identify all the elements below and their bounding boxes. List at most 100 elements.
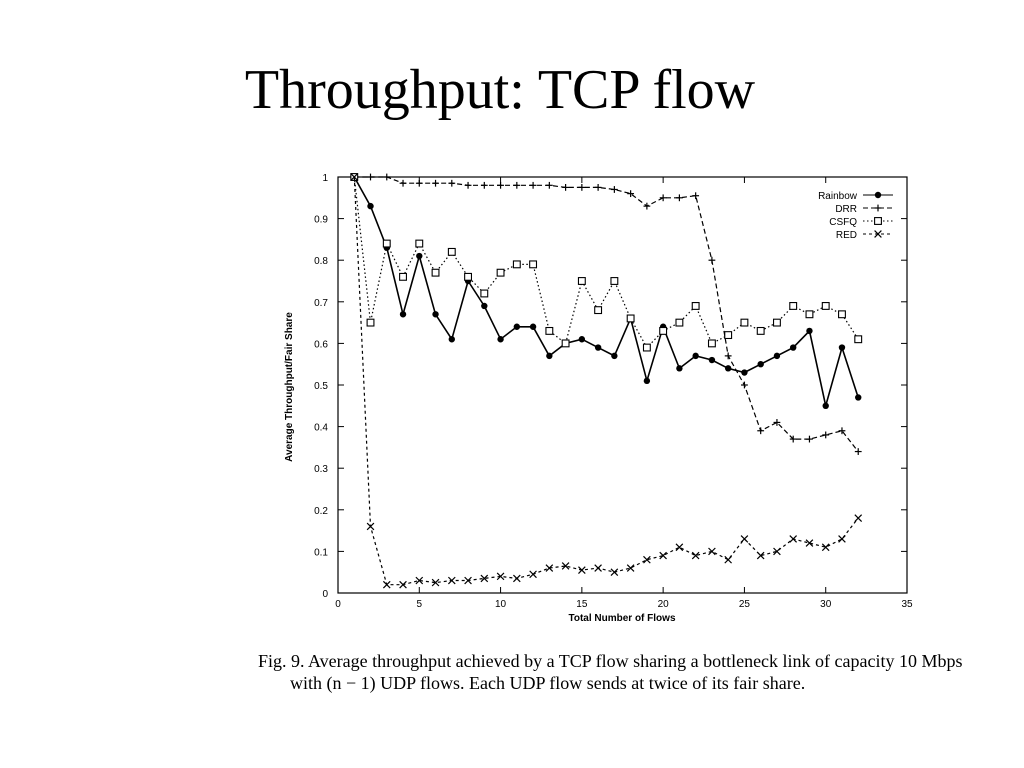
data-point-drr	[578, 184, 586, 191]
y-tick-label: 0.8	[314, 256, 328, 267]
data-point-rainbow	[497, 336, 504, 343]
y-tick-label: 0.1	[314, 547, 328, 558]
data-point-rainbow	[448, 336, 455, 343]
data-point-rainbow	[708, 356, 716, 364]
data-point-drr	[497, 181, 504, 189]
y-tick-label: 1	[322, 173, 328, 184]
data-point-csfq	[854, 335, 863, 344]
x-tick-label: 10	[495, 599, 507, 610]
y-tick-label: 0.3	[314, 464, 328, 475]
data-point-rainbow	[513, 323, 521, 330]
data-point-red	[431, 578, 440, 587]
data-point-rainbow	[546, 352, 553, 360]
data-point-csfq	[642, 343, 651, 352]
legend-label-csfq: CSFQ	[829, 217, 857, 228]
data-point-rainbow	[757, 361, 764, 368]
data-point-rainbow	[790, 344, 797, 351]
data-point-rainbow	[741, 369, 748, 376]
data-point-rainbow	[773, 352, 781, 360]
data-point-rainbow	[432, 311, 439, 318]
y-tick-label: 0	[322, 589, 328, 600]
y-tick-label: 0.5	[314, 381, 328, 392]
data-point-red	[464, 576, 472, 585]
data-point-csfq	[626, 314, 635, 323]
slide-title: Throughput: TCP flow	[244, 59, 756, 121]
data-point-csfq	[740, 318, 749, 327]
data-point-csfq	[382, 239, 391, 248]
data-point-red	[382, 580, 391, 589]
data-point-drr	[545, 181, 553, 189]
data-point-csfq	[756, 326, 765, 335]
data-point-csfq	[577, 277, 586, 285]
data-point-csfq	[821, 302, 830, 310]
data-point-csfq	[610, 277, 619, 285]
data-point-csfq	[431, 268, 440, 277]
data-point-red	[773, 547, 781, 556]
data-point-rainbow	[692, 352, 699, 360]
data-point-red	[561, 562, 570, 570]
series-drr	[350, 173, 862, 455]
x-tick-label: 0	[335, 599, 341, 610]
legend-marker-red	[874, 230, 882, 238]
data-point-rainbow	[838, 344, 846, 351]
series-line-rainbow	[353, 176, 859, 407]
data-point-rainbow	[529, 323, 537, 330]
data-point-csfq	[399, 272, 407, 281]
data-point-csfq	[772, 318, 781, 327]
data-point-red	[480, 574, 489, 583]
data-point-drr	[448, 179, 456, 187]
data-point-red	[513, 574, 521, 583]
data-point-red	[805, 539, 814, 547]
data-point-csfq	[707, 339, 716, 348]
series-rainbow	[351, 173, 862, 409]
data-point-red	[724, 555, 732, 564]
chart-axes: 0 5 10 15 20 25 30 35 0 0.1 0.2 0.3 0.4 0.5 0.6 0.7 0.8 0…	[314, 173, 913, 610]
data-point-drr	[627, 190, 635, 198]
chart-series-layer	[350, 173, 863, 589]
data-point-rainbow	[594, 344, 602, 351]
data-point-drr	[610, 186, 618, 193]
data-point-rainbow	[481, 302, 488, 310]
x-tick-label: 20	[658, 599, 670, 610]
data-point-drr	[594, 184, 602, 191]
data-point-drr	[659, 194, 667, 202]
data-point-rainbow	[724, 365, 732, 372]
data-point-drr	[838, 427, 846, 435]
data-point-csfq	[659, 326, 668, 335]
data-point-rainbow	[676, 365, 683, 372]
data-point-red	[496, 572, 505, 581]
y-tick-label: 0.7	[314, 298, 328, 309]
data-point-drr	[822, 431, 830, 439]
data-point-red	[545, 564, 554, 572]
data-point-red	[756, 551, 765, 560]
data-point-drr	[480, 181, 488, 189]
data-point-drr	[676, 194, 683, 202]
data-point-rainbow	[611, 352, 618, 360]
series-line-drr	[354, 176, 859, 452]
data-point-red	[610, 568, 619, 577]
y-tick-label: 0.6	[314, 339, 328, 350]
data-point-red	[447, 576, 456, 585]
data-point-csfq	[512, 260, 521, 269]
data-point-red	[740, 535, 749, 543]
data-point-drr	[367, 173, 374, 181]
data-point-red	[415, 576, 424, 585]
figure-caption: Fig. 9. Average throughput achieved by a…	[258, 651, 963, 693]
data-point-csfq	[366, 318, 375, 327]
data-point-drr	[464, 181, 472, 189]
data-point-drr	[643, 202, 651, 210]
legend-label-rainbow: Rainbow	[818, 191, 858, 202]
data-point-red	[708, 547, 716, 556]
data-point-red	[643, 555, 651, 564]
chart-legend: Rainbow DRR CSFQ RED	[818, 191, 893, 241]
data-point-rainbow	[855, 394, 862, 401]
x-tick-label: 25	[739, 599, 751, 610]
data-point-csfq	[675, 318, 684, 327]
legend-marker-drr	[874, 204, 882, 212]
y-tick-label: 0.9	[314, 215, 328, 226]
x-tick-label: 15	[576, 599, 588, 610]
data-point-red	[350, 173, 359, 181]
data-point-drr	[854, 448, 862, 455]
x-tick-label: 5	[417, 599, 423, 610]
data-point-drr	[399, 179, 407, 187]
